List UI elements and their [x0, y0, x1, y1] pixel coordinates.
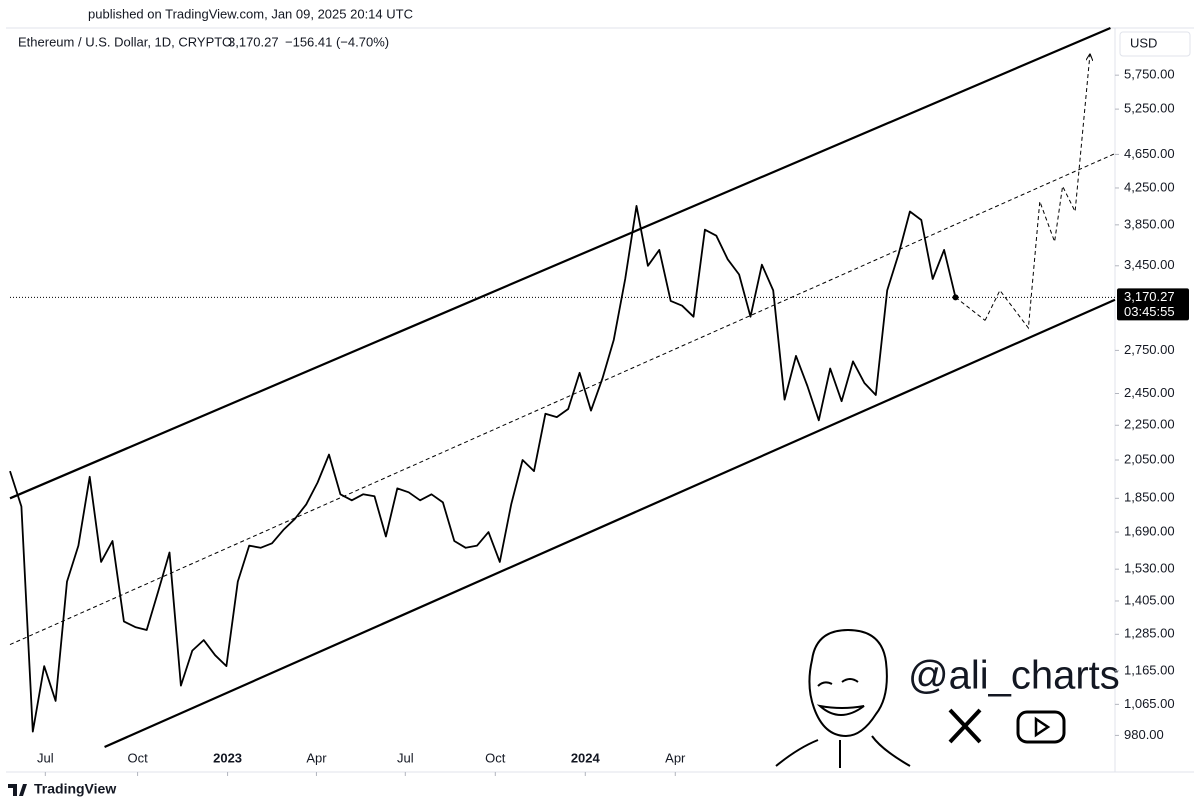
y-tick-label: 4,250.00 [1124, 179, 1175, 194]
x-tick-label: 2023 [213, 750, 242, 765]
x-tick-label: Jul [37, 750, 54, 765]
last-point [952, 294, 959, 301]
price-change: −156.41 (−4.70%) [285, 34, 389, 49]
y-tick-label: 1,065.00 [1124, 696, 1175, 711]
brand: TradingView [34, 781, 116, 797]
youtube-icon [1016, 710, 1066, 744]
channel-line [104, 298, 1116, 749]
price-line [9, 205, 957, 733]
currency-button[interactable] [1119, 31, 1191, 57]
x-tick-label: Jul [397, 750, 414, 765]
x-tick-label: Oct [127, 750, 148, 765]
y-tick-label: 1,165.00 [1124, 662, 1175, 677]
y-tick-label: 2,050.00 [1124, 451, 1175, 466]
handle: @ali_charts [908, 654, 1120, 698]
projection-path [984, 55, 1090, 330]
x-tick-label: Oct [485, 750, 506, 765]
y-tick-label: 2,450.00 [1124, 385, 1175, 400]
x-tick-label: Apr [306, 750, 327, 765]
x-tick-label: Apr [665, 750, 686, 765]
projection-connector [955, 296, 986, 321]
y-tick-label: 4,650.00 [1124, 146, 1175, 161]
published-note: published on TradingView.com, Jan 09, 20… [88, 6, 413, 21]
channel-line [9, 26, 1111, 500]
y-tick-label: 5,250.00 [1124, 101, 1175, 116]
y-tick-label: 1,850.00 [1124, 490, 1175, 505]
channel-line [9, 153, 1116, 646]
watermark: @ali_charts [775, 628, 1120, 768]
symbol: Ethereum / U.S. Dollar, 1D, CRYPTO [18, 34, 232, 49]
x-icon [948, 708, 982, 744]
brand-logo: TradingView [8, 781, 116, 797]
y-tick-label: 1,530.00 [1124, 561, 1175, 576]
y-tick-label: 1,690.00 [1124, 524, 1175, 539]
last-price-box [1117, 288, 1189, 321]
y-tick-label: 980.00 [1124, 727, 1164, 742]
currency[interactable]: USD [1130, 35, 1157, 50]
y-tick-label: 5,750.00 [1124, 67, 1175, 82]
y-tick-label: 1,405.00 [1124, 592, 1175, 607]
last-price-header: 3,170.27 [228, 34, 279, 49]
x-tick-label: 2024 [571, 750, 601, 765]
last-price-label: 3,170.27 [1124, 289, 1175, 304]
y-tick-label: 3,850.00 [1124, 216, 1175, 231]
y-tick-label: 1,285.00 [1124, 626, 1175, 641]
y-tick-label: 2,750.00 [1124, 342, 1175, 357]
y-tick-label: 2,250.00 [1124, 417, 1175, 432]
youtube-play [1034, 716, 1051, 738]
countdown: 03:45:55 [1124, 304, 1175, 319]
y-tick-label: 3,450.00 [1124, 257, 1175, 272]
